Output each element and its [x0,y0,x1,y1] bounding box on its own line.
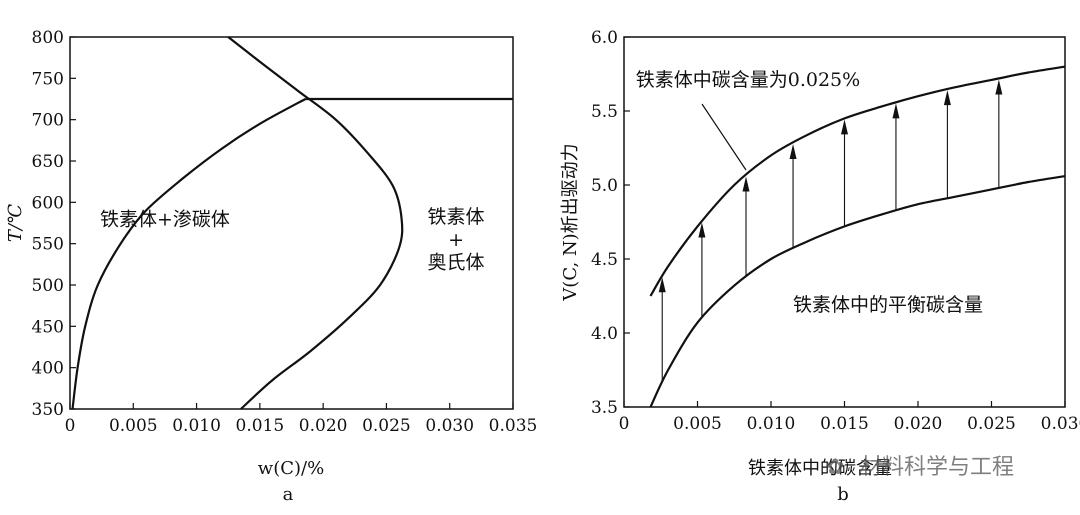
chart-a-panel-label: a [283,484,294,505]
chart-a-xtick-label: 0.010 [172,416,221,436]
wechat-icon: ✿ [826,455,844,480]
chart-a-line-ferrite-austenite-boundary [227,36,404,410]
chart-b-xlabel: 铁素体中的碳含量 [748,458,892,479]
chart-b-xtick-label: 0.015 [820,414,869,434]
chart-a-xtick-label: 0.020 [299,416,348,436]
chart-b-arrow-head [658,277,666,293]
chart-b-annotation: 铁素体中碳含量为0.025% [636,69,860,91]
chart-b-arrow-head [841,119,848,135]
chart-b-leader-line [701,103,747,171]
chart-b-panel-label: b [837,484,849,505]
chart-b-xtick-label: 0 [619,414,630,434]
chart-a-xlabel: w(C)/% [258,458,324,479]
chart-a-line-solvus [71,98,306,410]
chart-a-ytick-label: 800 [32,28,64,48]
chart-b-xtick-label: 0.005 [673,414,722,434]
chart-b-ytick-label: 6.0 [591,28,618,48]
chart-b-ytick-label: 5.5 [591,102,618,122]
chart-a-ticks: 0 0.005 0.010 0.015 0.020 0.025 0.030 0.035 350 4… [32,28,538,436]
chart-b-xtick-label: 0.030 [1041,414,1080,434]
chart-b-line-upper [649,65,1066,297]
chart-a-xtick-label: 0.005 [109,416,158,436]
chart-a-frame [69,36,514,410]
chart-a-xtick-label: 0.030 [425,416,474,436]
watermark-text: 材料科学与工程 [860,455,1014,480]
chart-b-arrow-head [698,222,706,238]
chart-a-annotation: 铁素体 [428,206,485,228]
chart-a-ytick-label: 700 [32,111,64,131]
chart-b-ylabel: V(C, N)析出驱动力 [560,143,581,301]
chart-b-annotation: 铁素体中的平衡碳含量 [793,294,983,316]
watermark: ✿ 材料科学与工程 [826,455,1014,480]
chart-b-xtick-label: 0.020 [894,414,943,434]
chart-b-ytick-label: 5.0 [591,176,618,196]
chart-a-annotations: 铁素体+渗碳体 铁素体+奥氏体 [100,206,485,273]
chart-b-ytick-label: 4.0 [591,324,618,344]
chart-a-ytick-label: 350 [32,400,64,420]
chart-a-ytick-label: 450 [32,317,64,337]
chart-b-xtick-label: 0.025 [967,414,1016,434]
chart-b-ytick-label: 4.5 [591,250,618,270]
chart-b-annotations: 铁素体中碳含量为0.025% 铁素体中的平衡碳含量 [636,69,983,316]
chart-b-xtick-label: 0.010 [747,414,796,434]
chart-a-ylabel: T/℃ [5,204,26,242]
chart-a-lines [71,36,513,410]
chart-a-ytick-label: 650 [32,152,64,172]
chart-b-arrow-head [943,90,951,106]
chart-b-arrow-head [742,176,750,192]
chart-a-ytick-label: 750 [32,69,64,89]
chart-a-annotation: + [448,229,464,251]
chart-b-ticks: 0 0.005 0.010 0.015 0.020 0.025 0.030 3.5 4.0 4.5… [591,28,1080,434]
chart-b-line-lower [649,175,1066,408]
chart-a-xtick-label: 0.025 [362,416,411,436]
chart-a-ytick-label: 400 [32,359,64,379]
chart-b-arrow-head [892,103,900,119]
chart-b-arrow-head [789,143,797,159]
chart-b-ytick-label: 3.5 [591,398,618,418]
chart-b-arrow-head [995,79,1003,95]
chart-a: 0 0.005 0.010 0.015 0.020 0.025 0.030 0.035 350 4… [5,28,537,505]
chart-a-xtick-label: 0.035 [489,416,538,436]
chart-a-ytick-label: 500 [32,276,64,296]
chart-a-annotation: 奥氏体 [428,251,485,273]
chart-a-xtick-label: 0.015 [236,416,285,436]
chart-b-lines [649,65,1066,408]
chart-a-xtick-label: 0 [65,416,76,436]
chart-b-arrows [658,79,1003,383]
chart-a-annotation: 铁素体+渗碳体 [100,208,230,230]
chart-b: 0 0.005 0.010 0.015 0.020 0.025 0.030 3.5 4.0 4.5… [560,28,1080,505]
chart-a-ytick-label: 550 [32,235,64,255]
chart-a-ytick-label: 600 [32,193,64,213]
